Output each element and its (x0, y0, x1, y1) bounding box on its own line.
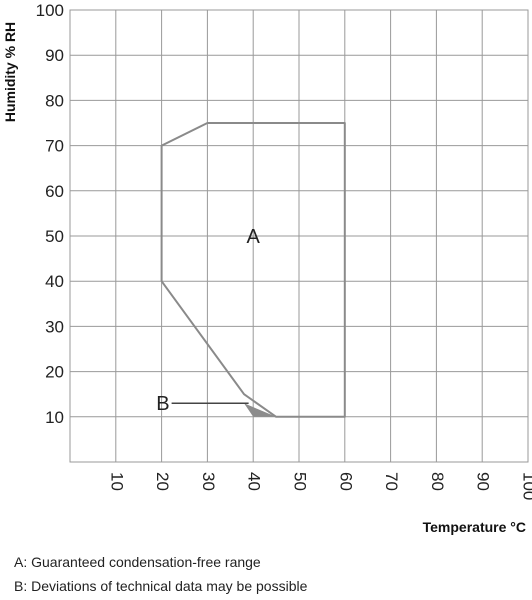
legend-item-a: A: Guaranteed condensation-free range (14, 554, 261, 570)
y-tick-label-100: 100 (36, 1, 64, 20)
y-axis-title: Humidity % RH (2, 22, 18, 122)
y-tick-label-10: 10 (45, 408, 64, 427)
x-axis-ticks: 10 20 30 40 50 60 70 80 90 100 (107, 472, 532, 500)
x-tick-label-40: 40 (245, 472, 264, 491)
y-tick-label-70: 70 (45, 137, 64, 156)
region-b-label: B (156, 393, 169, 415)
x-tick-label-70: 70 (382, 472, 401, 491)
region-a-label: A (247, 226, 261, 248)
region-a-outline (160, 122, 346, 418)
y-tick-label-30: 30 (45, 317, 64, 336)
x-tick-label-30: 30 (199, 472, 218, 491)
x-tick-label-80: 80 (428, 472, 447, 491)
y-tick-label-80: 80 (45, 91, 64, 110)
x-axis-title: Temperature °C (423, 519, 526, 535)
regions: AB (156, 122, 346, 418)
x-tick-label-90: 90 (474, 472, 493, 491)
x-tick-label-20: 20 (153, 472, 172, 491)
grid (69, 9, 529, 463)
x-tick-label-50: 50 (291, 472, 310, 491)
y-axis-ticks: 10 20 30 40 50 60 70 80 90 100 (36, 1, 64, 427)
y-tick-label-60: 60 (45, 182, 64, 201)
x-tick-label-10: 10 (107, 472, 126, 491)
y-tick-label-40: 40 (45, 272, 64, 291)
y-tick-label-90: 90 (45, 46, 64, 65)
legend-item-b: B: Deviations of technical data may be p… (14, 578, 308, 594)
y-tick-label-50: 50 (45, 227, 64, 246)
region-b-marker (244, 403, 277, 417)
x-tick-label-100: 100 (520, 472, 532, 500)
y-tick-label-20: 20 (45, 363, 64, 382)
x-tick-label-60: 60 (336, 472, 355, 491)
